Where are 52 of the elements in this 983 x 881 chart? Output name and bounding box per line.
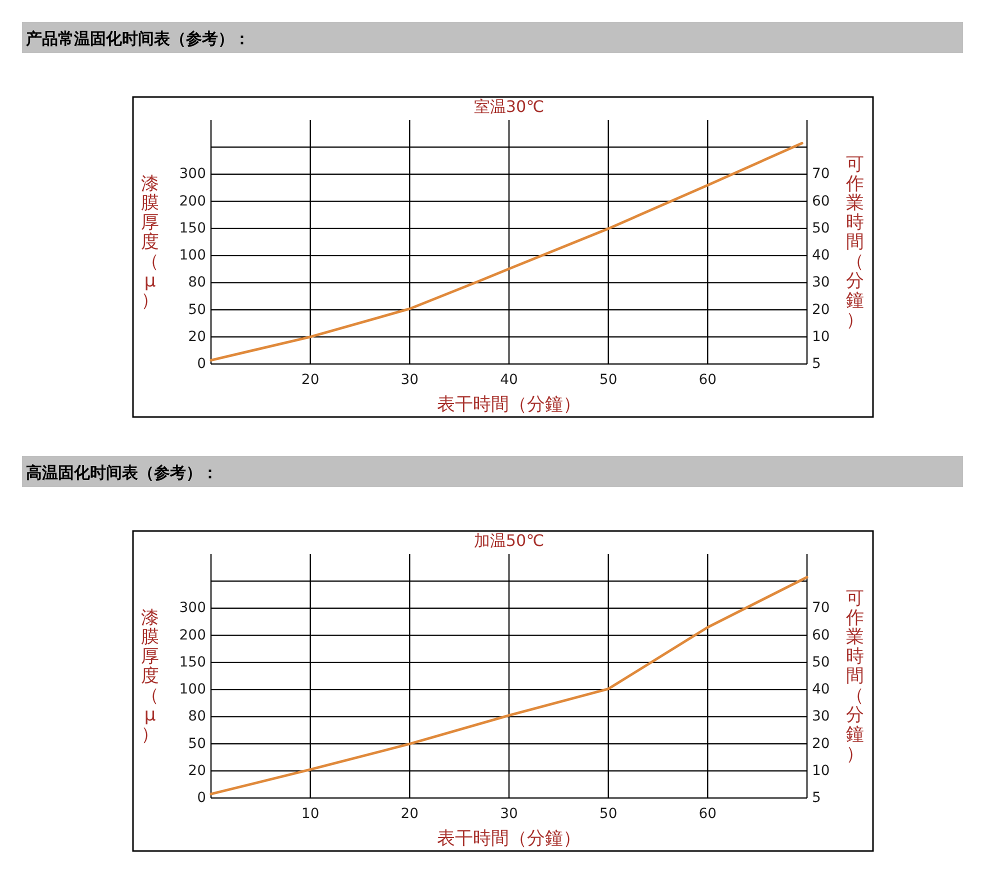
text: 20: [188, 762, 206, 779]
x-tick-label: 10: [301, 806, 320, 822]
text: 100: [179, 247, 206, 264]
text: 可作業時間（分鐘）: [846, 588, 864, 764]
x-tick-label: 40: [500, 372, 518, 388]
text: 60: [812, 627, 830, 644]
text: 50: [812, 654, 830, 670]
x-tick-label: 60: [698, 372, 717, 388]
text: 300: [179, 600, 206, 616]
text: 0: [197, 356, 206, 372]
text: 20: [812, 736, 830, 752]
text: 60: [812, 193, 830, 210]
text: 300: [179, 166, 206, 182]
text: 20: [812, 302, 830, 318]
x-tick-label: 30: [500, 806, 518, 822]
text: 5: [812, 356, 821, 372]
text: 30: [812, 708, 830, 724]
text: 200: [179, 627, 206, 644]
text: 20: [188, 328, 206, 345]
x-axis-title: 表干時間（分鐘）: [437, 828, 581, 849]
text: 可作業時間（分鐘）: [846, 154, 864, 330]
text: 150: [179, 220, 206, 236]
chart-subtitle: 室温30℃: [474, 97, 544, 116]
text: 40: [812, 681, 830, 698]
text: 50: [812, 220, 830, 236]
text: 10: [812, 328, 830, 345]
x-tick-label: 30: [400, 372, 419, 388]
text: 40: [812, 247, 830, 264]
chart-title: 高温固化时间表（参考）：: [26, 463, 218, 482]
x-tick-label: 60: [698, 806, 717, 822]
y-axis-title: 漆膜厚度（μ）: [141, 607, 159, 745]
x-axis-title: 表干時間（分鐘）: [437, 394, 581, 415]
x-tick-label: 50: [599, 372, 618, 388]
text: 30: [812, 274, 830, 290]
text: 80: [188, 708, 206, 724]
text: 70: [812, 166, 830, 182]
text: 80: [188, 274, 206, 290]
chart-subtitle: 加温50℃: [474, 531, 544, 550]
text: 200: [179, 193, 206, 210]
x-tick-label: 20: [301, 372, 320, 388]
text: 0: [197, 790, 206, 806]
text: 150: [179, 654, 206, 670]
x-tick-label: 20: [400, 806, 419, 822]
text: 70: [812, 600, 830, 616]
x-tick-label: 50: [599, 806, 618, 822]
text: 10: [812, 762, 830, 779]
text: 50: [188, 736, 206, 752]
text: 100: [179, 681, 206, 698]
chart-title: 产品常温固化时间表（参考）：: [25, 29, 250, 48]
y-axis-title: 漆膜厚度（μ）: [141, 173, 159, 311]
text: 50: [188, 302, 206, 318]
text: 5: [812, 790, 821, 806]
